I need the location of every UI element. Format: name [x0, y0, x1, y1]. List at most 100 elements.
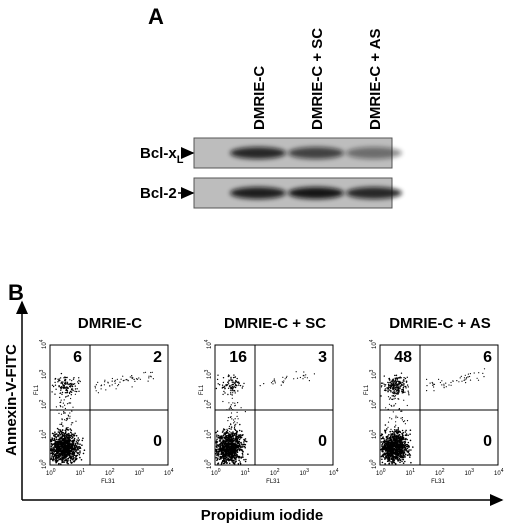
dot: [216, 430, 219, 433]
dot: [225, 459, 227, 461]
dot: [391, 440, 393, 443]
dot: [382, 447, 384, 449]
band-label: Bcl-xL: [140, 145, 184, 166]
dot: [387, 426, 389, 428]
dot: [217, 462, 220, 465]
dot: [67, 446, 69, 449]
dot: [236, 380, 238, 383]
dot: [64, 407, 66, 410]
dot: [71, 422, 73, 424]
dot: [382, 448, 384, 451]
dot: [231, 444, 234, 447]
dot: [237, 463, 240, 465]
tick-exponent: 1: [247, 468, 250, 474]
dot: [59, 396, 61, 399]
dot: [70, 382, 72, 385]
band-name: Bcl-x: [140, 145, 177, 162]
plot-frame: [214, 344, 334, 466]
dot: [104, 381, 106, 383]
dot: [217, 383, 219, 385]
dot: [406, 438, 408, 441]
dot: [71, 385, 74, 387]
dot: [464, 374, 466, 376]
dot: [218, 448, 221, 451]
dot: [403, 383, 405, 386]
dot: [222, 441, 224, 443]
dot: [235, 383, 237, 386]
dot: [404, 445, 407, 447]
dot: [115, 388, 117, 390]
dot: [70, 429, 73, 432]
dot: [64, 431, 67, 434]
dot: [407, 386, 409, 388]
blot-band: [288, 187, 344, 199]
dot: [114, 380, 116, 382]
dot: [443, 383, 445, 385]
dot: [236, 435, 239, 438]
dot: [380, 455, 383, 458]
dot: [71, 458, 74, 461]
dot: [409, 433, 411, 436]
dot: [61, 419, 63, 421]
dot: [80, 459, 83, 461]
dot: [388, 379, 391, 381]
dot: [58, 378, 61, 380]
dot: [393, 429, 396, 431]
dot: [56, 452, 59, 455]
dot: [228, 408, 230, 410]
dot: [225, 462, 228, 464]
dot: [69, 436, 72, 439]
dot: [396, 380, 398, 382]
y-tick-label: 102: [39, 399, 48, 409]
dot: [55, 458, 57, 461]
tick-exponent: 0: [39, 459, 45, 462]
dot: [226, 428, 228, 430]
dot: [403, 399, 405, 401]
dot: [394, 457, 397, 460]
dot: [94, 385, 96, 387]
dot: [394, 442, 397, 445]
dot: [230, 407, 232, 409]
dot: [107, 381, 109, 383]
x-tick-label: 101: [241, 468, 251, 477]
dot: [238, 444, 241, 446]
dot: [391, 445, 393, 448]
dot: [398, 388, 400, 390]
dot: [396, 383, 398, 385]
dot: [403, 379, 405, 381]
dot: [76, 449, 78, 451]
dot: [51, 452, 54, 455]
dot: [244, 443, 247, 446]
tick-exponent: 3: [471, 468, 474, 474]
dot: [237, 418, 239, 420]
dot: [384, 430, 387, 433]
dot: [404, 434, 407, 437]
dot: [402, 455, 405, 457]
dot: [391, 455, 393, 458]
dot: [402, 456, 404, 459]
dot: [222, 447, 224, 450]
dot: [232, 388, 234, 390]
x-channel: FL31: [266, 479, 280, 485]
dot: [395, 390, 398, 392]
dot: [62, 381, 64, 383]
dot: [82, 452, 85, 455]
dot: [59, 429, 62, 431]
dot: [73, 434, 75, 437]
dot: [394, 395, 397, 397]
y-tick-label: 102: [369, 399, 378, 409]
dot: [387, 454, 389, 457]
dot: [244, 411, 246, 413]
dot: [64, 452, 66, 455]
dot: [401, 419, 403, 421]
dot: [403, 451, 406, 454]
dot: [407, 390, 409, 392]
dot: [234, 461, 237, 463]
dot: [222, 400, 224, 403]
dot: [230, 446, 232, 449]
dot: [398, 383, 400, 385]
dot: [404, 420, 406, 422]
dot: [77, 443, 79, 445]
dot: [123, 379, 125, 381]
dot: [230, 451, 233, 454]
